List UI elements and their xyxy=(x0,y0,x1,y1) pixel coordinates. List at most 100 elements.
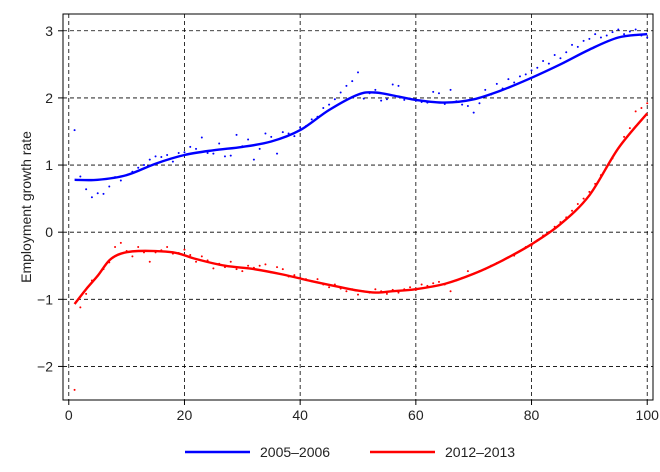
plot-frame xyxy=(62,13,654,401)
series-2-point xyxy=(200,255,203,258)
series-2-point xyxy=(241,270,244,273)
series-1-point xyxy=(461,103,464,106)
series-1-point xyxy=(247,138,250,141)
series-1-line xyxy=(74,32,648,182)
series-1-point xyxy=(90,196,93,199)
series-1-point xyxy=(229,154,232,157)
series-2-point xyxy=(114,245,117,248)
series-1-point xyxy=(195,147,198,150)
y-tick-label: −2 xyxy=(37,358,53,374)
series-2-line xyxy=(73,112,649,305)
series-2-point xyxy=(131,255,134,258)
series-2-point xyxy=(166,245,169,248)
series-1-point xyxy=(79,175,82,178)
legend-label-2: 2012–2013 xyxy=(445,444,515,460)
series-2-point xyxy=(628,127,631,130)
series-1-point xyxy=(218,142,221,145)
series-1-point xyxy=(362,97,365,100)
x-tick-label: 20 xyxy=(177,407,193,423)
series-1-point xyxy=(623,33,626,36)
series-2-point xyxy=(247,264,250,267)
series-2-point xyxy=(79,306,82,309)
x-tick-label: 0 xyxy=(65,407,73,423)
series-1-point xyxy=(212,152,215,155)
series-1-point xyxy=(148,158,151,161)
x-tick-label: 80 xyxy=(524,407,540,423)
series-1-point xyxy=(73,129,76,132)
series-1-point xyxy=(628,30,631,33)
series-1-point xyxy=(183,151,186,154)
series-2-point xyxy=(189,253,192,256)
series-1-point xyxy=(524,73,527,76)
series-2-point xyxy=(640,106,643,109)
series-2-point xyxy=(646,102,649,105)
series-1-point xyxy=(374,88,377,91)
series-1-point xyxy=(495,82,498,85)
series-2-point xyxy=(409,286,412,289)
series-2-point xyxy=(576,202,579,205)
series-1-point xyxy=(310,118,313,121)
series-2-point xyxy=(437,280,440,283)
series-1-point xyxy=(599,36,602,39)
series-1-point xyxy=(397,84,400,87)
series-2-point xyxy=(85,292,88,295)
series-2-point xyxy=(634,110,637,113)
series-1-point xyxy=(553,53,556,56)
series-2-point xyxy=(148,260,151,263)
series-1-point xyxy=(518,75,521,78)
y-tick-label: 0 xyxy=(45,224,53,240)
series-2-point xyxy=(582,197,585,200)
gridlines xyxy=(63,14,653,400)
series-2-point xyxy=(229,260,232,263)
series-2-point xyxy=(235,268,238,271)
series-1-point xyxy=(293,135,296,138)
legend-label-1: 2005–2006 xyxy=(260,444,330,460)
series-1-point xyxy=(119,179,122,182)
series-1-point xyxy=(142,164,145,167)
series-1-point xyxy=(617,28,620,31)
smooth-lines xyxy=(73,32,649,305)
series-1-point xyxy=(287,132,290,135)
series-1-point xyxy=(530,69,533,72)
series-2-point xyxy=(623,135,626,138)
series-1-point xyxy=(177,151,180,154)
series-1-point xyxy=(611,31,614,34)
series-1-point xyxy=(449,88,452,91)
x-tick-label: 40 xyxy=(292,407,308,423)
series-1-point xyxy=(391,83,394,86)
series-2-point xyxy=(385,292,388,295)
series-1-point xyxy=(571,43,574,46)
series-2-point xyxy=(588,190,591,193)
series-1-point xyxy=(542,59,545,62)
series-1-point xyxy=(206,151,209,154)
series-1-point xyxy=(166,153,169,156)
series-1-point xyxy=(403,98,406,101)
series-1-point xyxy=(536,66,539,69)
series-1-point xyxy=(200,136,203,139)
y-axis-label: Employment growth rate xyxy=(18,131,34,283)
series-2-point xyxy=(420,283,423,286)
series-1-point xyxy=(339,91,342,94)
series-1-point xyxy=(137,166,140,169)
series-2-point xyxy=(258,264,261,267)
series-1-point xyxy=(466,104,469,107)
series-2-point xyxy=(316,278,319,281)
series-2-point xyxy=(137,245,140,248)
series-1-point xyxy=(646,36,649,39)
series-1-point xyxy=(576,45,579,48)
series-1-point xyxy=(328,103,331,106)
series-2-point xyxy=(264,263,267,266)
x-tick-label: 100 xyxy=(636,407,660,423)
series-2-point xyxy=(119,241,122,244)
series-2-point xyxy=(397,291,400,294)
series-2-point xyxy=(571,209,574,212)
series-1-point xyxy=(258,147,261,150)
series-1-point xyxy=(299,126,302,129)
series-1-point xyxy=(437,92,440,95)
y-tick-label: 1 xyxy=(45,157,53,173)
y-tick-label: 3 xyxy=(45,23,53,39)
y-tick-label: −1 xyxy=(37,291,53,307)
series-1-point xyxy=(380,99,383,102)
series-1-point xyxy=(605,34,608,37)
series-1-point xyxy=(333,98,336,101)
